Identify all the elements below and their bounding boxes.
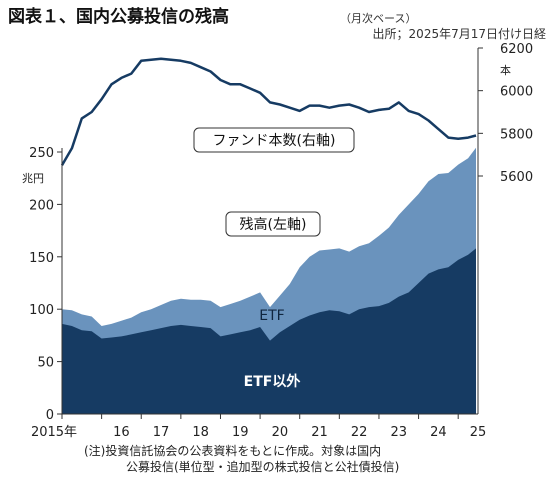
note-line-1: (注)投資信託協会の公表資料をもとに作成。対象は国内 <box>84 443 381 458</box>
left-tick-label: 250 <box>29 146 54 161</box>
right-tick-label: 6000 <box>500 85 533 100</box>
left-tick-label: 0 <box>46 408 54 423</box>
axes: 0 50 100 150 200 250 兆円 5600 5800 6000 6200 本 2015年 1… <box>22 42 533 440</box>
x-tick-label: 2015年 <box>31 425 77 440</box>
x-tick-label: 18 <box>192 425 209 440</box>
etf-excl-area <box>62 248 477 414</box>
fund-count-label-box <box>193 127 355 153</box>
plot-area <box>60 57 477 415</box>
etf-excl-label: ETF以外 <box>244 373 301 390</box>
x-tick-label: 21 <box>311 425 328 440</box>
x-tick-label: 20 <box>272 425 289 440</box>
right-tick-label: 5800 <box>500 127 533 142</box>
x-tick-label: 17 <box>153 425 170 440</box>
left-tick-label: 150 <box>29 251 54 266</box>
source-label: 出所；2025年7月17日付け日経 <box>373 27 546 41</box>
x-tick-label: 25 <box>470 425 487 440</box>
x-tick-label: 23 <box>390 425 407 440</box>
x-tick-label: 19 <box>232 425 249 440</box>
left-axis-unit: 兆円 <box>22 172 44 185</box>
fund-count-label: ファンド本数(右軸) <box>213 133 336 149</box>
left-tick-label: 200 <box>29 198 54 213</box>
chart-subtitle: （月次ベース） <box>340 11 416 25</box>
left-tick-label: 50 <box>37 356 54 371</box>
right-axis-unit: 本 <box>500 63 511 77</box>
right-tick-label: 5600 <box>500 170 533 185</box>
balance-label: 残高(左軸) <box>240 216 307 233</box>
note-line-2: 公募投信(単位型・追加型の株式投信と公社債投信) <box>126 459 399 474</box>
balance-label-box <box>225 211 321 237</box>
x-tick-label: 22 <box>351 425 368 440</box>
x-tick-label: 16 <box>113 425 130 440</box>
series-labels: ファンド本数(右軸) 残高(左軸) ETF ETF以外 <box>193 127 355 390</box>
chart-title: 図表１、国内公募投信の残高 <box>8 6 229 27</box>
fund-count-line <box>60 57 477 166</box>
x-tick-label: 24 <box>430 425 447 440</box>
right-tick-label: 6200 <box>500 42 533 57</box>
etf-label: ETF <box>259 308 284 324</box>
left-tick-label: 100 <box>29 303 54 318</box>
